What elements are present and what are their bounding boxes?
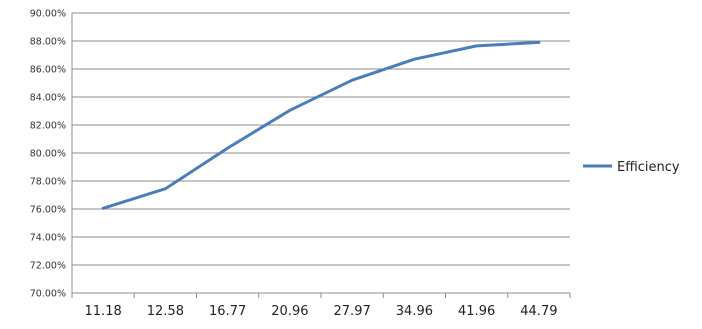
- series-line-efficiency: [101, 40, 541, 210]
- y-tick-label: 74.00%: [30, 233, 66, 244]
- y-tick-label: 86.00%: [30, 65, 66, 76]
- y-tick-label: 82.00%: [30, 121, 66, 132]
- y-tick-label: 78.00%: [30, 177, 66, 188]
- x-tick-label: 20.96: [271, 304, 308, 319]
- series-lines: [101, 40, 541, 210]
- x-tick-label: 34.96: [396, 304, 433, 319]
- x-tick-label: 44.79: [520, 304, 557, 319]
- x-tick-label: 41.96: [458, 304, 495, 319]
- y-tick-label: 90.00%: [30, 9, 66, 20]
- x-axis-tick-labels: 11.18 12.58 16.77 20.96 27.97 34.96 41.96 44.79: [85, 304, 558, 319]
- axes: [71, 13, 571, 298]
- y-tick-label: 72.00%: [30, 261, 66, 272]
- y-tick-label: 88.00%: [30, 37, 66, 48]
- legend-label-efficiency: Efficiency: [617, 160, 680, 175]
- y-tick-label: 80.00%: [30, 149, 66, 160]
- y-tick-label: 70.00%: [30, 289, 66, 300]
- x-tick-label: 12.58: [147, 304, 184, 319]
- legend: Efficiency: [583, 160, 680, 175]
- x-tick-label: 11.18: [85, 304, 122, 319]
- gridlines: [72, 12, 570, 266]
- y-tick-label: 76.00%: [30, 205, 66, 216]
- x-tick-label: 27.97: [334, 304, 371, 319]
- x-tick-label: 16.77: [209, 304, 246, 319]
- y-tick-label: 84.00%: [30, 93, 66, 104]
- y-axis-tick-labels: 70.00% 72.00% 74.00% 76.00% 78.00% 80.00% 82.0…: [30, 9, 66, 300]
